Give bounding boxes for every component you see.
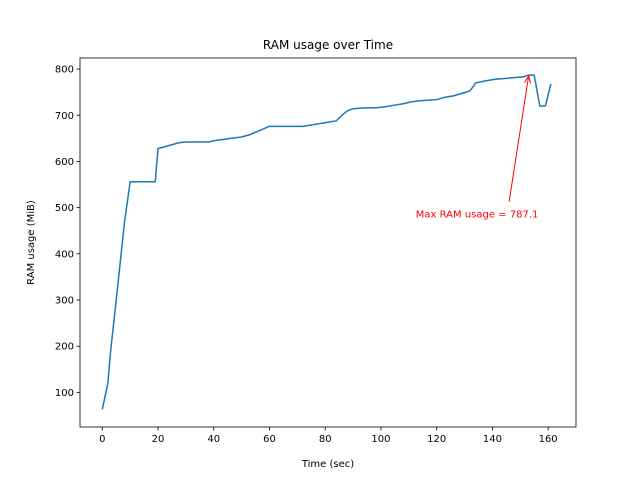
- x-tick-label: 0: [99, 434, 105, 445]
- plot-frame: [79, 57, 577, 428]
- x-tick-label: 100: [371, 434, 390, 445]
- x-tick-label: 40: [207, 434, 220, 445]
- x-tick-label: 160: [539, 434, 558, 445]
- y-tick-label: 200: [55, 342, 74, 353]
- y-tick-label: 400: [55, 249, 74, 260]
- y-tick-label: 100: [55, 388, 74, 399]
- x-tick-label: 60: [263, 434, 276, 445]
- max-ram-arrow: [508, 76, 529, 202]
- x-tick-label: 20: [152, 434, 165, 445]
- x-tick-label: 120: [427, 434, 446, 445]
- plot-background: [80, 58, 576, 427]
- ram-usage-line: [101, 74, 552, 410]
- y-tick-label: 800: [55, 65, 74, 76]
- x-tick-label: 140: [483, 434, 502, 445]
- chart-title: RAM usage over Time: [263, 38, 393, 52]
- y-tick-label: 600: [55, 157, 74, 168]
- y-tick-label: 500: [55, 203, 74, 214]
- x-axis-title: Time (sec): [301, 459, 354, 470]
- y-tick-label: 700: [55, 111, 74, 122]
- y-tick-label: 300: [55, 295, 74, 306]
- x-tick-label: 80: [319, 434, 332, 445]
- y-axis-title: RAM usage (MiB): [26, 200, 37, 285]
- max-ram-annotation: Max RAM usage = 787.1: [416, 210, 539, 221]
- y-axis-ticks: 100 200 300 400 500 600 700 800: [55, 65, 80, 399]
- x-axis-ticks: 0 20 40 60 80 100 120 140 160: [99, 427, 558, 445]
